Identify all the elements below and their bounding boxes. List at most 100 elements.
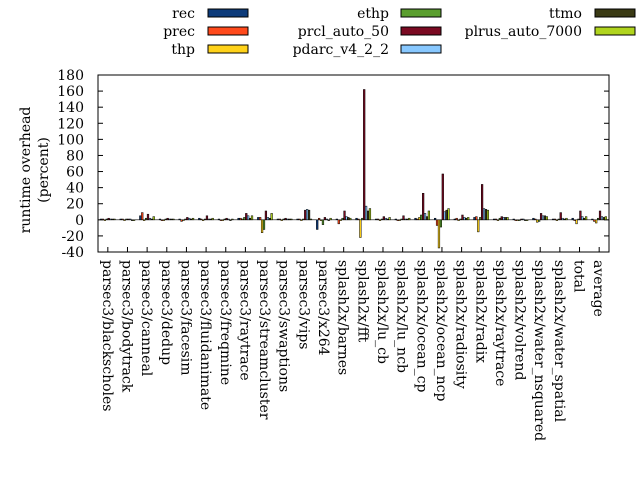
bar-plrus_auto_7000 (211, 217, 214, 221)
bar-pdarc_v4_2_2 (502, 217, 505, 221)
bar-plrus_auto_7000 (290, 218, 293, 221)
bar-prec (180, 219, 183, 222)
bars (98, 89, 609, 249)
bar-prec (553, 218, 557, 221)
legend-swatch (207, 26, 249, 36)
bar-prec (455, 217, 458, 221)
bar-ethp (361, 217, 364, 221)
bar-thp (595, 219, 598, 224)
bar-rec (119, 218, 122, 221)
y-tick-label: 20 (66, 197, 84, 213)
bar-ethp (538, 219, 541, 222)
bar-ttmo (445, 209, 448, 221)
x-tick-label: parsec3/blackscholes (99, 260, 115, 411)
bar-ethp (262, 219, 266, 230)
bar-ethp (577, 218, 580, 221)
bar-ethp (380, 218, 384, 221)
bar-pdarc_v4_2_2 (247, 215, 250, 221)
x-tick-label: parsec3/x264 (315, 260, 331, 356)
bar-rec (434, 217, 437, 221)
bar-rec (296, 218, 299, 221)
bar-plrus_auto_7000 (172, 218, 175, 221)
bar-prcl_auto_50 (382, 216, 385, 221)
x-tick-label: parsec3/streamcluster (256, 260, 272, 420)
bar-ethp (164, 218, 167, 221)
bar-ttmo (131, 219, 134, 221)
bar-rec (335, 218, 338, 221)
bar-pdarc_v4_2_2 (325, 218, 328, 221)
x-tick-label: parsec3/bodytrack (118, 260, 134, 393)
bar-plrus_auto_7000 (565, 217, 568, 221)
bar-plrus_auto_7000 (152, 216, 155, 221)
bar-ttmo (543, 215, 547, 221)
bar-pdarc_v4_2_2 (443, 211, 446, 221)
x-tick-label: parsec3/swaptions (276, 260, 292, 392)
bar-prcl_auto_50 (323, 217, 326, 221)
bar-rec (198, 217, 201, 221)
bar-pdarc_v4_2_2 (384, 217, 387, 221)
bar-ttmo (327, 219, 330, 221)
bar-plrus_auto_7000 (526, 219, 529, 221)
bar-pdarc_v4_2_2 (188, 217, 191, 221)
bar-plrus_auto_7000 (467, 217, 470, 221)
x-tick-label: splash2x/water_nsquared (531, 260, 547, 441)
bar-ttmo (288, 218, 291, 221)
bar-prec (160, 219, 164, 221)
bar-prcl_auto_50 (343, 210, 346, 221)
bar-plrus_auto_7000 (132, 219, 136, 221)
bar-plrus_auto_7000 (231, 218, 234, 221)
bar-prcl_auto_50 (461, 214, 464, 221)
bar-pdarc_v4_2_2 (168, 218, 171, 221)
bar-ttmo (484, 209, 488, 221)
bar-rec (453, 218, 456, 221)
bar-prec (337, 219, 340, 225)
bar-prcl_auto_50 (539, 213, 543, 221)
bar-rec (394, 218, 397, 221)
bar-thp (143, 219, 146, 221)
bar-prcl_auto_50 (127, 218, 130, 221)
bar-thp (241, 218, 244, 221)
bar-pdarc_v4_2_2 (345, 216, 348, 221)
bar-pdarc_v4_2_2 (404, 218, 407, 221)
bar-thp (339, 219, 342, 221)
bar-ethp (282, 218, 285, 221)
bar-ethp (557, 218, 560, 221)
bar-plrus_auto_7000 (604, 216, 607, 221)
bar-ttmo (425, 216, 429, 221)
bar-prcl_auto_50 (422, 193, 425, 221)
bar-prcl_auto_50 (579, 210, 582, 221)
bar-ethp (125, 218, 128, 221)
x-tick-label: parsec3/canneal (138, 260, 154, 377)
bar-ethp (479, 217, 482, 221)
bar-rec (139, 215, 142, 221)
bar-prcl_auto_50 (107, 217, 110, 221)
y-axis-unit-label: (percent) (36, 137, 52, 203)
bar-pdarc_v4_2_2 (561, 217, 564, 221)
y-tick-label: -20 (61, 229, 84, 245)
bar-prec (200, 218, 203, 221)
x-axis: parsec3/blackscholes parsec3/bodytrack par… (99, 247, 606, 441)
bar-pdarc_v4_2_2 (364, 205, 368, 221)
x-tick-label: splash2x/ocean_ncp (433, 260, 449, 401)
legend-label: plrus_auto_7000 (465, 24, 582, 40)
y-axis-label: runtime overhead (18, 107, 34, 234)
bar-thp (221, 219, 224, 221)
bar-rec (591, 218, 594, 221)
bar-rec (217, 218, 221, 221)
bar-ethp (420, 214, 423, 221)
bar-plrus_auto_7000 (545, 216, 548, 221)
bar-prec (396, 219, 399, 221)
y-tick-label: -40 (61, 245, 84, 261)
x-tick-label: splash2x/ocean_cp (413, 260, 429, 392)
bar-plrus_auto_7000 (250, 215, 254, 221)
bar-pdarc_v4_2_2 (541, 215, 545, 221)
bar-ttmo (406, 218, 409, 221)
bar-ethp (459, 218, 462, 221)
y-tick-label: 160 (57, 84, 84, 100)
legend-swatch (594, 26, 636, 36)
legend-swatch (207, 8, 249, 18)
legend-swatch (594, 8, 636, 18)
bar-pdarc_v4_2_2 (286, 218, 289, 221)
y-tick-label: 100 (57, 132, 84, 148)
bar-prcl_auto_50 (225, 217, 228, 221)
